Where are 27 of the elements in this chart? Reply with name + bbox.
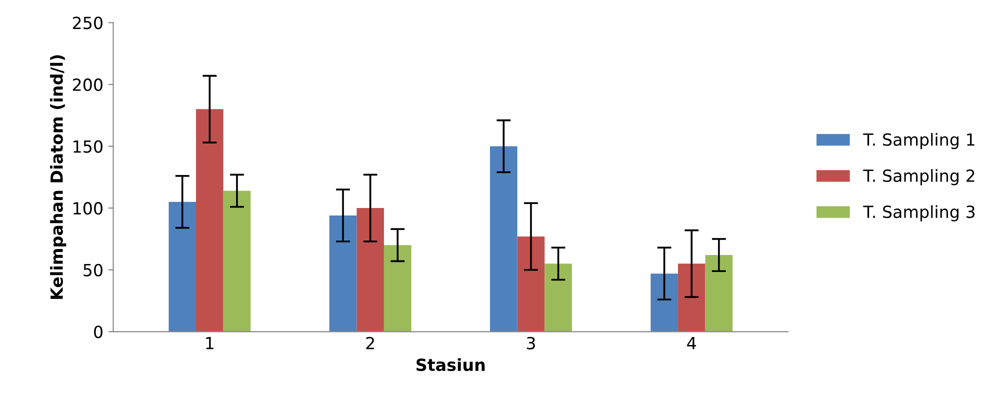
y-tick-label: 0: [94, 326, 102, 338]
y-tick-label: 50: [84, 264, 102, 276]
bar: [544, 264, 572, 332]
x-axis-title: Stasiun: [416, 358, 485, 372]
bar: [329, 215, 357, 332]
y-tick-label: 150: [74, 140, 102, 153]
x-tick-label: 2: [366, 336, 374, 350]
legend-label: T. Sampling 1: [863, 132, 974, 150]
x-tick-label: 4: [687, 337, 696, 350]
legend-label: T. Sampling 3: [863, 205, 975, 222]
bar: [650, 274, 678, 332]
bar: [223, 190, 251, 332]
y-axis-title: Kelimpahan Diatom (ind/l): [50, 55, 66, 299]
bar: [168, 202, 196, 332]
y-tick-label: 200: [72, 78, 102, 92]
y-tick-label: 100: [74, 202, 102, 215]
legend-label: T. Sampling 2: [863, 169, 974, 186]
x-tick-label: 1: [206, 337, 214, 350]
y-tick-label: 250: [72, 16, 102, 30]
x-tick-label: 3: [526, 336, 535, 350]
bar: [384, 245, 412, 332]
bar: [705, 255, 733, 332]
bar: [678, 264, 706, 332]
bar: [490, 146, 518, 332]
bar: [196, 109, 224, 332]
bar: [356, 208, 384, 332]
bar: [517, 236, 545, 332]
